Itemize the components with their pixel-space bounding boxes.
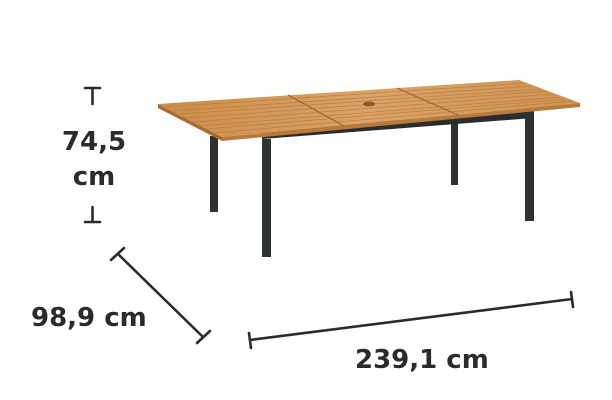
width-label: 239,1 cm: [355, 345, 489, 375]
height-value-label: 74,5: [61, 127, 127, 157]
height-unit-label: cm: [72, 162, 116, 192]
table-leg-back-right: [451, 123, 458, 185]
garden-table: [158, 80, 580, 257]
table-slats: [164, 82, 574, 134]
parasol-hole: [363, 101, 375, 107]
depth-label: 98,9 cm: [31, 303, 147, 333]
extension-seams: [287, 87, 459, 127]
table-leg-front-right: [525, 112, 534, 221]
height-dimension-line: [83, 86, 102, 224]
table-top-edge: [222, 103, 580, 141]
depth-dimension-line: [109, 246, 212, 345]
table-leg-front-left: [262, 139, 271, 257]
table-leg-back-left: [210, 136, 218, 212]
width-dimension-line: [247, 290, 575, 350]
table-top-side-edge: [158, 104, 222, 141]
